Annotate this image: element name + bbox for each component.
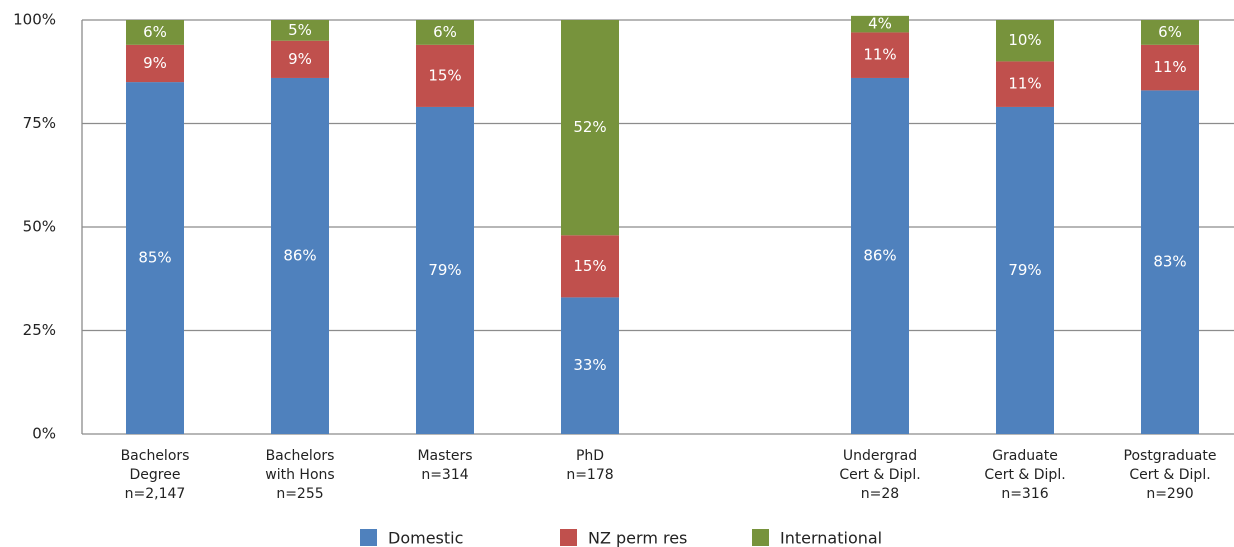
legend-swatch bbox=[360, 529, 377, 546]
x-tick-label: Graduate Cert & Dipl. n=316 bbox=[984, 448, 1065, 502]
data-label: 4% bbox=[868, 15, 892, 33]
data-label: 11% bbox=[863, 46, 896, 64]
bar-segment bbox=[561, 20, 619, 236]
x-tick-label: Undergrad Cert & Dipl. n=28 bbox=[839, 448, 920, 502]
bar-segment bbox=[996, 61, 1054, 107]
bar-segment bbox=[1141, 90, 1199, 434]
data-label: 86% bbox=[863, 246, 896, 264]
y-tick-label: 100% bbox=[13, 11, 56, 29]
legend-label: International bbox=[780, 529, 882, 547]
x-tick-label-line: n=314 bbox=[421, 467, 468, 483]
data-label: 33% bbox=[573, 356, 606, 374]
data-label: 6% bbox=[143, 23, 167, 41]
bar-segment bbox=[271, 20, 329, 41]
y-tick-label: 50% bbox=[23, 218, 56, 236]
x-tick-label-line: n=290 bbox=[1146, 486, 1193, 502]
x-tick-label-line: with Hons bbox=[265, 467, 334, 483]
x-tick-label: Masters n=314 bbox=[417, 448, 472, 483]
bar-segment bbox=[1141, 20, 1199, 45]
bar-segment bbox=[851, 32, 909, 78]
bar-segment bbox=[271, 77, 329, 435]
data-label: 6% bbox=[1158, 23, 1182, 41]
x-tick-label-line: Undergrad bbox=[843, 448, 917, 464]
data-label: 15% bbox=[573, 257, 606, 275]
x-tick-label-line: n=28 bbox=[861, 486, 899, 502]
x-tick-label-line: n=316 bbox=[1001, 486, 1048, 502]
x-tick-label-line: Postgraduate bbox=[1124, 448, 1217, 464]
legend-swatch bbox=[752, 529, 769, 546]
x-tick-label-line: Graduate bbox=[992, 448, 1058, 464]
x-tick-label-line: Masters bbox=[417, 448, 472, 464]
x-tick-label-line: n=178 bbox=[566, 467, 613, 483]
x-tick-label: Bachelors Degree n=2,147 bbox=[121, 448, 190, 502]
x-tick-label-line: Degree bbox=[130, 467, 181, 483]
x-tick-label-line: Cert & Dipl. bbox=[984, 467, 1065, 483]
data-label: 83% bbox=[1153, 253, 1186, 271]
bar-segment bbox=[126, 20, 184, 45]
data-label: 79% bbox=[1008, 261, 1041, 279]
x-tick-label-line: Cert & Dipl. bbox=[839, 467, 920, 483]
data-label: 9% bbox=[143, 54, 167, 72]
data-label: 15% bbox=[428, 66, 461, 84]
legend-label: Domestic bbox=[388, 529, 463, 547]
bar-segment bbox=[996, 20, 1054, 62]
bar-segment bbox=[271, 40, 329, 78]
bar-segment bbox=[416, 106, 474, 434]
data-label: 9% bbox=[288, 50, 312, 68]
bar-segment bbox=[416, 44, 474, 107]
x-tick-label-line: Bachelors bbox=[266, 448, 335, 464]
data-label: 85% bbox=[138, 249, 171, 267]
data-label: 6% bbox=[433, 23, 457, 41]
x-tick-label-line: n=255 bbox=[276, 486, 323, 502]
bar-segment bbox=[1141, 44, 1199, 91]
bar-segment bbox=[126, 44, 184, 83]
x-tick-label-line: Bachelors bbox=[121, 448, 190, 464]
x-tick-label-line: n=2,147 bbox=[125, 486, 186, 502]
x-tick-label-line: PhD bbox=[576, 448, 604, 464]
data-label: 79% bbox=[428, 261, 461, 279]
x-tick-label-line: Cert & Dipl. bbox=[1129, 467, 1210, 483]
bar-segment bbox=[851, 15, 909, 33]
data-label: 11% bbox=[1008, 75, 1041, 93]
bar-segment bbox=[561, 235, 619, 298]
bar-segment bbox=[416, 20, 474, 45]
legend-swatch bbox=[560, 529, 577, 546]
bar-segment bbox=[126, 82, 184, 434]
bar-segment bbox=[851, 77, 909, 435]
y-tick-label: 25% bbox=[23, 321, 56, 339]
data-label: 52% bbox=[573, 118, 606, 136]
bar-segment bbox=[996, 106, 1054, 434]
x-tick-label: Bachelors with Hons n=255 bbox=[265, 448, 334, 502]
y-tick-label: 75% bbox=[23, 114, 56, 132]
legend-label: NZ perm res bbox=[588, 529, 687, 547]
data-label: 86% bbox=[283, 246, 316, 264]
y-tick-label: 0% bbox=[32, 425, 56, 443]
data-label: 10% bbox=[1008, 31, 1041, 49]
data-label: 5% bbox=[288, 21, 312, 39]
bar-segment bbox=[561, 297, 619, 434]
x-tick-label: Postgraduate Cert & Dipl. n=290 bbox=[1124, 448, 1217, 502]
x-tick-label: PhD n=178 bbox=[566, 448, 613, 483]
data-label: 11% bbox=[1153, 58, 1186, 76]
